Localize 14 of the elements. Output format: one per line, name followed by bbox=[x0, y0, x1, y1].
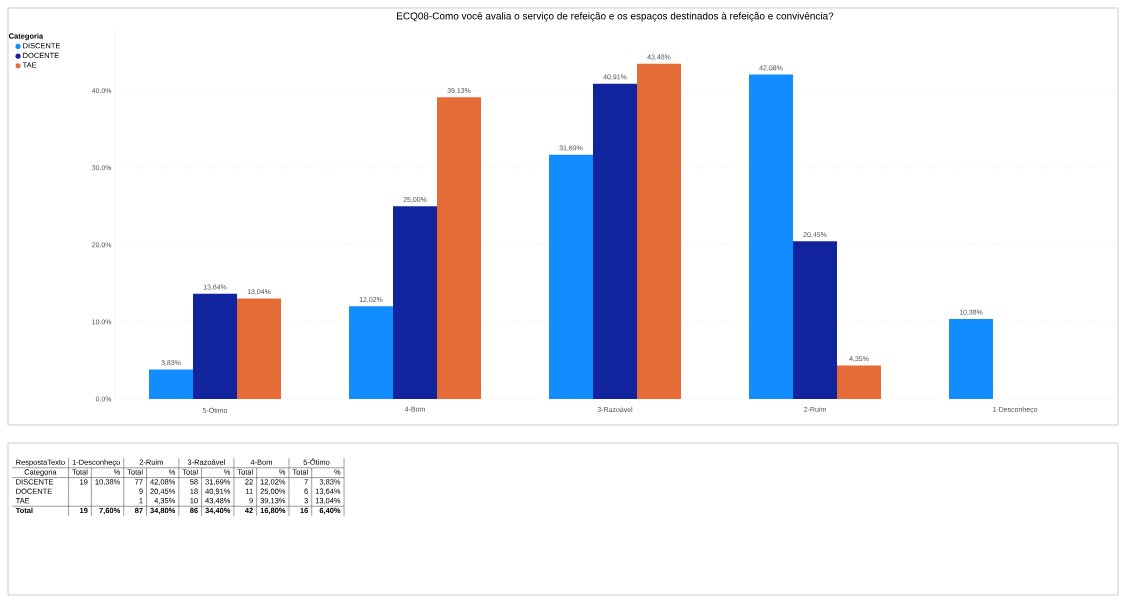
bar bbox=[437, 97, 481, 399]
bar bbox=[792, 241, 837, 399]
bar bbox=[237, 298, 282, 399]
bar bbox=[637, 63, 681, 399]
bar bbox=[748, 74, 793, 399]
bar bbox=[948, 318, 993, 399]
bar bbox=[549, 154, 593, 399]
chart-title: ECQ08-Como você avalia o serviço de refeição e os espaços destinados à refeição e convivência? bbox=[397, 12, 834, 22]
bar bbox=[836, 365, 881, 399]
bar bbox=[193, 293, 238, 399]
bar bbox=[349, 306, 393, 399]
bar bbox=[393, 206, 437, 399]
bar bbox=[149, 369, 194, 399]
bar bbox=[593, 83, 637, 399]
